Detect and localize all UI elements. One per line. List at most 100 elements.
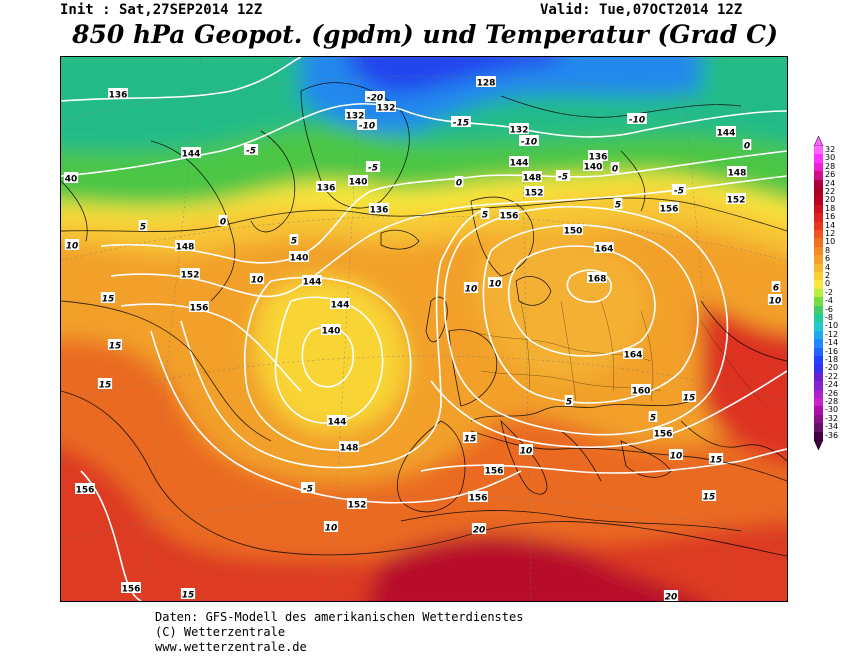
legend-value: -26 [825, 388, 839, 398]
legend-swatch [814, 146, 823, 155]
geopotential-label: 156 [499, 209, 519, 222]
geopotential-label: 128 [476, 76, 496, 89]
geopotential-label: 156 [468, 491, 488, 504]
legend-value: 22 [825, 187, 836, 196]
legend-swatch [814, 389, 823, 398]
legend-entry: -32 [812, 414, 850, 424]
svg-text:148: 148 [176, 243, 195, 253]
legend-entry: 24 [812, 178, 850, 188]
legend-swatch [814, 364, 823, 373]
legend-value: 24 [825, 178, 836, 188]
svg-text:-15: -15 [453, 119, 469, 129]
legend-entry: 18 [812, 204, 850, 214]
temperature-label: -5 [300, 482, 316, 495]
geopotential-label: 40 [63, 172, 79, 185]
legend-entry: 2 [812, 271, 850, 281]
legend-swatch [814, 297, 823, 306]
temperature-label: 15 [681, 391, 697, 404]
svg-text:156: 156 [660, 205, 679, 215]
legend-value: -34 [825, 422, 839, 432]
legend-entry: 22 [812, 187, 850, 197]
svg-text:156: 156 [76, 486, 95, 496]
legend-entry: 28 [812, 161, 850, 172]
svg-text:5: 5 [615, 201, 621, 211]
geopotential-label: 132 [509, 123, 529, 136]
legend-entry: -4 [812, 296, 850, 306]
geopotential-label: 136 [316, 181, 336, 194]
svg-text:132: 132 [377, 104, 396, 114]
geopotential-label: 148 [175, 240, 195, 253]
legend-swatch [814, 339, 823, 348]
svg-text:15: 15 [464, 435, 477, 445]
legend-entry: -12 [812, 330, 850, 340]
svg-text:5: 5 [566, 398, 572, 408]
temperature-label: 0 [454, 176, 464, 189]
geopotential-label: 144 [509, 156, 529, 169]
svg-text:164: 164 [595, 245, 614, 255]
svg-text:10: 10 [489, 280, 502, 290]
legend-swatch [814, 162, 823, 172]
temperature-label: 20 [471, 523, 487, 536]
svg-text:0: 0 [220, 218, 226, 228]
legend-value: -22 [825, 371, 839, 381]
svg-text:144: 144 [182, 150, 201, 160]
temperature-label: 10 [249, 273, 265, 286]
svg-text:20: 20 [473, 526, 486, 536]
temperature-label: 10 [668, 449, 684, 462]
geopotential-label: 144 [716, 126, 736, 139]
temperature-label: -5 [555, 170, 571, 183]
legend-entry: 32 [812, 145, 850, 155]
legend-entry: -26 [812, 388, 850, 398]
legend-swatch [814, 322, 823, 331]
temperature-field [61, 57, 787, 601]
geopotential-label: 156 [75, 483, 95, 496]
legend-swatch [814, 356, 823, 365]
svg-text:15: 15 [99, 381, 112, 391]
legend-entry: 8 [812, 246, 850, 256]
svg-text:144: 144 [303, 278, 322, 288]
svg-text:156: 156 [485, 467, 504, 477]
legend-entry: 30 [812, 153, 850, 163]
legend-entry: -16 [812, 347, 850, 356]
legend-entry: -6 [812, 305, 850, 314]
geopotential-label: 150 [563, 224, 583, 237]
svg-text:136: 136 [370, 206, 389, 216]
temperature-label: 5 [648, 411, 658, 424]
temperature-label: 10 [323, 521, 339, 534]
svg-text:144: 144 [717, 129, 736, 139]
legend-swatch [814, 154, 823, 163]
svg-text:20: 20 [665, 593, 678, 602]
svg-text:140: 140 [349, 178, 368, 188]
legend-entry: 4 [812, 263, 850, 272]
temperature-label: 5 [289, 234, 299, 247]
geopotential-label: 140 [348, 175, 368, 188]
svg-text:10: 10 [325, 524, 338, 534]
legend-swatch [814, 280, 823, 289]
svg-text:10: 10 [251, 276, 264, 286]
legend-swatch [814, 330, 823, 340]
geopotential-label: 144 [302, 275, 322, 288]
svg-text:144: 144 [331, 301, 350, 311]
legend-value: -14 [825, 338, 839, 348]
temperature-labels: -20 -10 -15 -10 -10 -5 -5 -5 -5 0 0 0 0 5 5 5 5 10 10 10 10 1… [64, 91, 783, 602]
svg-text:5: 5 [482, 211, 488, 221]
svg-text:144: 144 [328, 418, 347, 428]
svg-text:132: 132 [346, 112, 365, 122]
temperature-label: 20 [663, 590, 679, 602]
legend-entry: 26 [812, 170, 850, 180]
legend-value: 16 [825, 212, 836, 222]
svg-text:-10: -10 [359, 122, 375, 132]
svg-text:15: 15 [683, 394, 696, 404]
legend-entry: -24 [812, 380, 850, 390]
legend-value: 28 [825, 161, 836, 171]
svg-text:10: 10 [520, 447, 533, 457]
legend-value: -4 [825, 296, 833, 306]
svg-text:15: 15 [109, 342, 122, 352]
legend-entry: 20 [812, 195, 850, 205]
svg-text:5: 5 [291, 237, 297, 247]
temperature-label: 5 [480, 208, 490, 221]
svg-text:164: 164 [624, 351, 643, 361]
legend-swatch [814, 246, 823, 256]
svg-text:-20: -20 [367, 94, 383, 104]
legend-entry: -14 [812, 338, 850, 348]
